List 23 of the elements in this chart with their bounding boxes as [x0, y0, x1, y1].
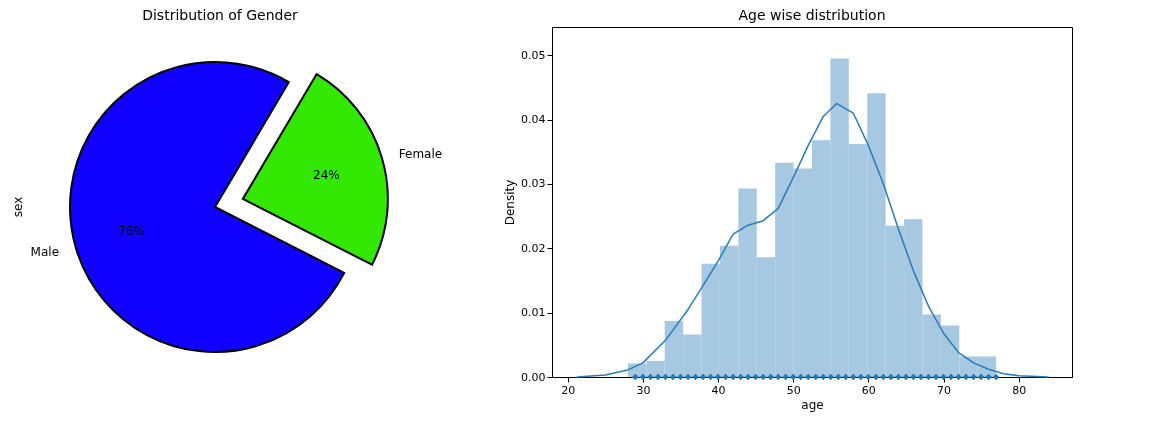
x-tick-label: 60	[861, 383, 876, 397]
x-tick-label: 20	[561, 383, 576, 397]
y-tick-label: 0.01	[521, 306, 546, 320]
text: sex	[11, 196, 25, 218]
slice-label: Female	[398, 146, 443, 161]
slice-label: Male	[30, 245, 60, 260]
data-label: 76%	[118, 224, 145, 239]
x-tick-label: 30	[636, 383, 651, 397]
chart-title: Age wise distribution	[738, 7, 886, 23]
chart-title: Distribution of Gender	[142, 7, 299, 23]
data-label: 24%	[313, 167, 340, 182]
y-axis-title: Density	[503, 179, 518, 226]
y-tick-label: 0.04	[521, 113, 546, 127]
x-tick-label: 70	[937, 383, 951, 397]
x-axis-title: age	[801, 397, 824, 412]
y-tick-label: 0.00	[521, 370, 546, 384]
y-tick-label: 0.02	[521, 241, 546, 255]
x-tick-label: 40	[711, 383, 726, 397]
x-tick-label: 50	[786, 383, 801, 397]
y-tick-label: 0.03	[521, 177, 546, 191]
line-series	[576, 102, 1050, 378]
y-tick-label: 0.05	[521, 48, 546, 62]
x-tick-label: 80	[1012, 383, 1027, 397]
